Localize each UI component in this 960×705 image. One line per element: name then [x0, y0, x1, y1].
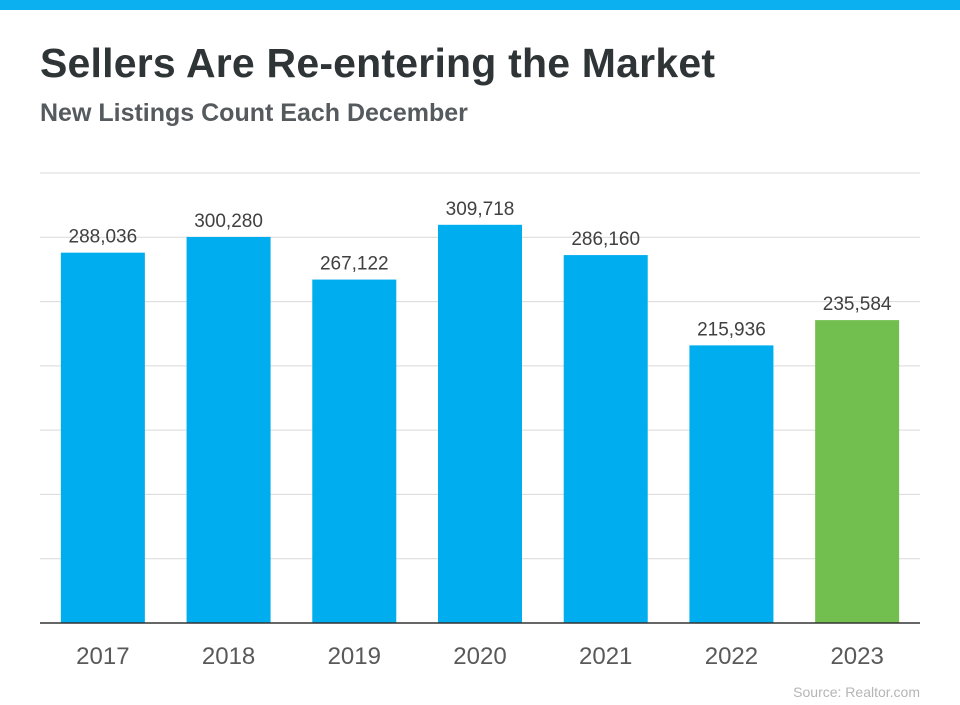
bar-2019	[312, 279, 397, 623]
page-subtitle: New Listings Count Each December	[40, 99, 468, 127]
bar-2021	[563, 255, 648, 623]
x-tick-labels: 2017 2018 2019 2020 2021 2022 2023	[76, 643, 884, 670]
data-label-2017: 288,036	[69, 227, 138, 248]
bar-2022	[689, 345, 774, 623]
x-tick-label-2017: 2017	[76, 643, 129, 670]
data-label-2023: 235,584	[823, 294, 892, 315]
x-tick-label-2020: 2020	[453, 643, 506, 670]
x-tick-label-2023: 2023	[830, 643, 883, 670]
bar-2020	[438, 224, 522, 623]
bar-2018	[186, 236, 271, 623]
bars	[60, 224, 900, 623]
data-label-2018: 300,280	[194, 211, 263, 232]
x-tick-label-2022: 2022	[705, 643, 758, 670]
bar-2023	[815, 320, 900, 623]
top-accent-bar	[0, 0, 960, 10]
page-title: Sellers Are Re-entering the Market	[40, 40, 716, 86]
data-label-2020: 309,718	[446, 199, 515, 220]
x-tick-label-2018: 2018	[202, 643, 255, 670]
x-tick-label-2021: 2021	[579, 643, 632, 670]
data-labels: 288,036 300,280 267,122 309,718 286,160 215,9…	[69, 199, 892, 341]
source-note: Source: Realtor.com	[793, 684, 920, 700]
data-label-2021: 286,160	[571, 229, 640, 250]
x-tick-label-2019: 2019	[328, 643, 381, 670]
data-label-2022: 215,936	[697, 319, 766, 340]
data-label-2019: 267,122	[320, 254, 389, 275]
bar-2017	[60, 252, 145, 623]
